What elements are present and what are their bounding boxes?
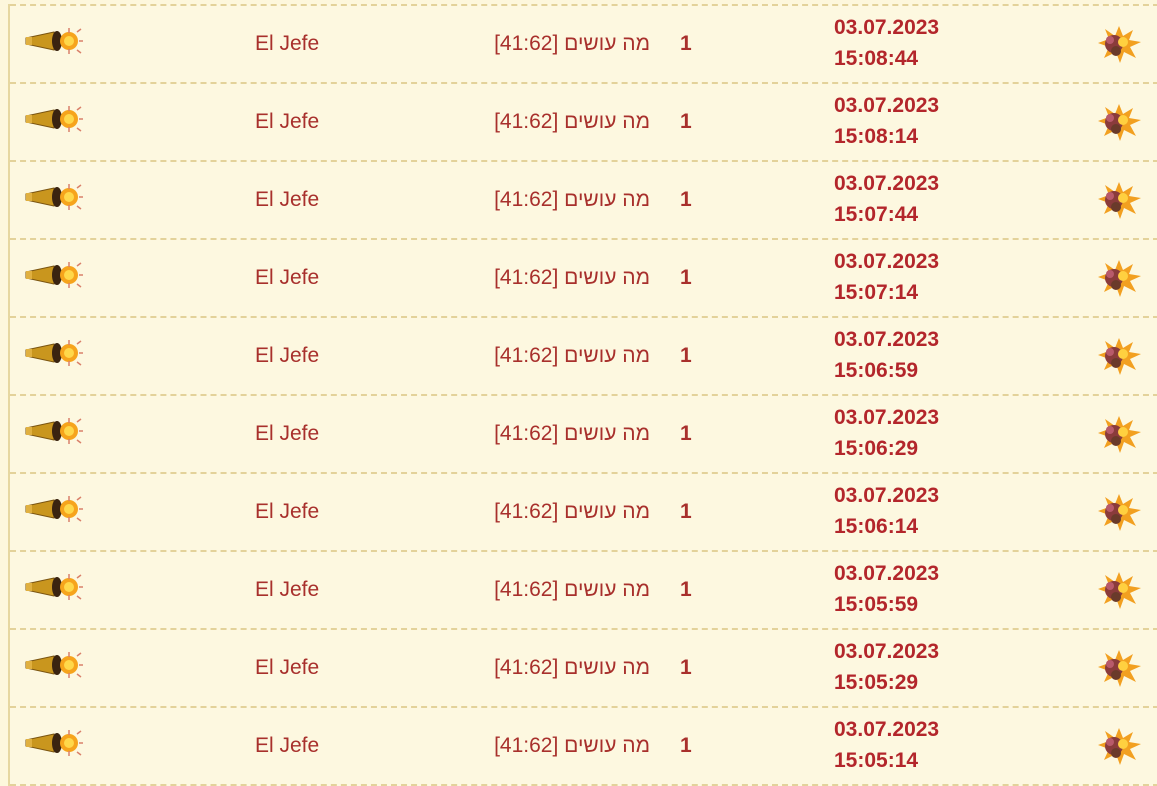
cannon-icon[interactable] (24, 650, 84, 680)
table-row[interactable]: El Jefe מה עושים [41:62] 1 03.07.2023 15… (10, 240, 1157, 318)
cannon-icon[interactable] (24, 728, 84, 758)
time: 15:06:59 (834, 359, 919, 382)
time: 15:08:14 (834, 125, 919, 148)
sender-name[interactable]: El Jefe (255, 266, 320, 289)
timestamp: 03.07.2023 15:06:59 (834, 324, 939, 386)
message-text[interactable]: מה עושים [41:62] (494, 188, 650, 211)
sender-name[interactable]: El Jefe (255, 578, 320, 601)
timestamp: 03.07.2023 15:05:14 (834, 714, 939, 776)
explosion-icon[interactable] (1096, 102, 1142, 142)
table-row[interactable]: El Jefe מה עושים [41:62] 1 03.07.2023 15… (10, 4, 1157, 84)
table-row[interactable]: El Jefe מה עושים [41:62] 1 03.07.2023 15… (10, 708, 1157, 786)
count: 1 (680, 266, 692, 289)
cannon-icon[interactable] (24, 416, 84, 446)
explosion-icon[interactable] (1096, 336, 1142, 376)
table-row[interactable]: El Jefe מה עושים [41:62] 1 03.07.2023 15… (10, 396, 1157, 474)
count: 1 (680, 110, 692, 133)
count: 1 (680, 656, 692, 679)
explosion-icon[interactable] (1096, 648, 1142, 688)
date: 03.07.2023 (834, 562, 940, 585)
time: 15:05:14 (834, 749, 919, 772)
timestamp: 03.07.2023 15:06:29 (834, 402, 939, 464)
explosion-icon[interactable] (1096, 258, 1142, 298)
cannon-icon[interactable] (24, 104, 84, 134)
table-row[interactable]: El Jefe מה עושים [41:62] 1 03.07.2023 15… (10, 474, 1157, 552)
message-text[interactable]: מה עושים [41:62] (494, 578, 650, 601)
cannon-icon[interactable] (24, 572, 84, 602)
date: 03.07.2023 (834, 94, 940, 117)
explosion-icon[interactable] (1096, 24, 1142, 64)
sender-name[interactable]: El Jefe (255, 32, 320, 55)
count: 1 (680, 500, 692, 523)
timestamp: 03.07.2023 15:05:59 (834, 558, 939, 620)
table-row[interactable]: El Jefe מה עושים [41:62] 1 03.07.2023 15… (10, 84, 1157, 162)
message-text[interactable]: מה עושים [41:62] (494, 422, 650, 445)
timestamp: 03.07.2023 15:08:44 (834, 12, 939, 74)
sender-name[interactable]: El Jefe (255, 344, 320, 367)
cannon-icon[interactable] (24, 182, 84, 212)
date: 03.07.2023 (834, 484, 940, 507)
count: 1 (680, 734, 692, 757)
explosion-icon[interactable] (1096, 726, 1142, 766)
explosion-icon[interactable] (1096, 414, 1142, 454)
timestamp: 03.07.2023 15:08:14 (834, 90, 939, 152)
sender-name[interactable]: El Jefe (255, 188, 320, 211)
message-text[interactable]: מה עושים [41:62] (494, 656, 650, 679)
table-row[interactable]: El Jefe מה עושים [41:62] 1 03.07.2023 15… (10, 630, 1157, 708)
sender-name[interactable]: El Jefe (255, 422, 320, 445)
report-table: El Jefe מה עושים [41:62] 1 03.07.2023 15… (8, 4, 1157, 786)
date: 03.07.2023 (834, 406, 940, 429)
explosion-icon[interactable] (1096, 570, 1142, 610)
date: 03.07.2023 (834, 250, 940, 273)
table-row[interactable]: El Jefe מה עושים [41:62] 1 03.07.2023 15… (10, 318, 1157, 396)
time: 15:06:14 (834, 515, 919, 538)
timestamp: 03.07.2023 15:07:44 (834, 168, 939, 230)
count: 1 (680, 578, 692, 601)
message-text[interactable]: מה עושים [41:62] (494, 500, 650, 523)
timestamp: 03.07.2023 15:06:14 (834, 480, 939, 542)
message-text[interactable]: מה עושים [41:62] (494, 266, 650, 289)
date: 03.07.2023 (834, 172, 940, 195)
sender-name[interactable]: El Jefe (255, 500, 320, 523)
date: 03.07.2023 (834, 328, 940, 351)
message-text[interactable]: מה עושים [41:62] (494, 344, 650, 367)
sender-name[interactable]: El Jefe (255, 656, 320, 679)
timestamp: 03.07.2023 15:07:14 (834, 246, 939, 308)
explosion-icon[interactable] (1096, 180, 1142, 220)
time: 15:07:14 (834, 281, 919, 304)
count: 1 (680, 32, 692, 55)
explosion-icon[interactable] (1096, 492, 1142, 532)
table-row[interactable]: El Jefe מה עושים [41:62] 1 03.07.2023 15… (10, 162, 1157, 240)
cannon-icon[interactable] (24, 494, 84, 524)
sender-name[interactable]: El Jefe (255, 734, 320, 757)
timestamp: 03.07.2023 15:05:29 (834, 636, 939, 698)
count: 1 (680, 188, 692, 211)
message-text[interactable]: מה עושים [41:62] (494, 734, 650, 757)
message-text[interactable]: מה עושים [41:62] (494, 32, 650, 55)
table-row[interactable]: El Jefe מה עושים [41:62] 1 03.07.2023 15… (10, 552, 1157, 630)
cannon-icon[interactable] (24, 260, 84, 290)
time: 15:08:44 (834, 47, 919, 70)
count: 1 (680, 344, 692, 367)
time: 15:06:29 (834, 437, 919, 460)
cannon-icon[interactable] (24, 26, 84, 56)
cannon-icon[interactable] (24, 338, 84, 368)
time: 15:07:44 (834, 203, 919, 226)
date: 03.07.2023 (834, 16, 940, 39)
message-text[interactable]: מה עושים [41:62] (494, 110, 650, 133)
date: 03.07.2023 (834, 640, 940, 663)
time: 15:05:59 (834, 593, 919, 616)
date: 03.07.2023 (834, 718, 940, 741)
time: 15:05:29 (834, 671, 919, 694)
sender-name[interactable]: El Jefe (255, 110, 320, 133)
count: 1 (680, 422, 692, 445)
